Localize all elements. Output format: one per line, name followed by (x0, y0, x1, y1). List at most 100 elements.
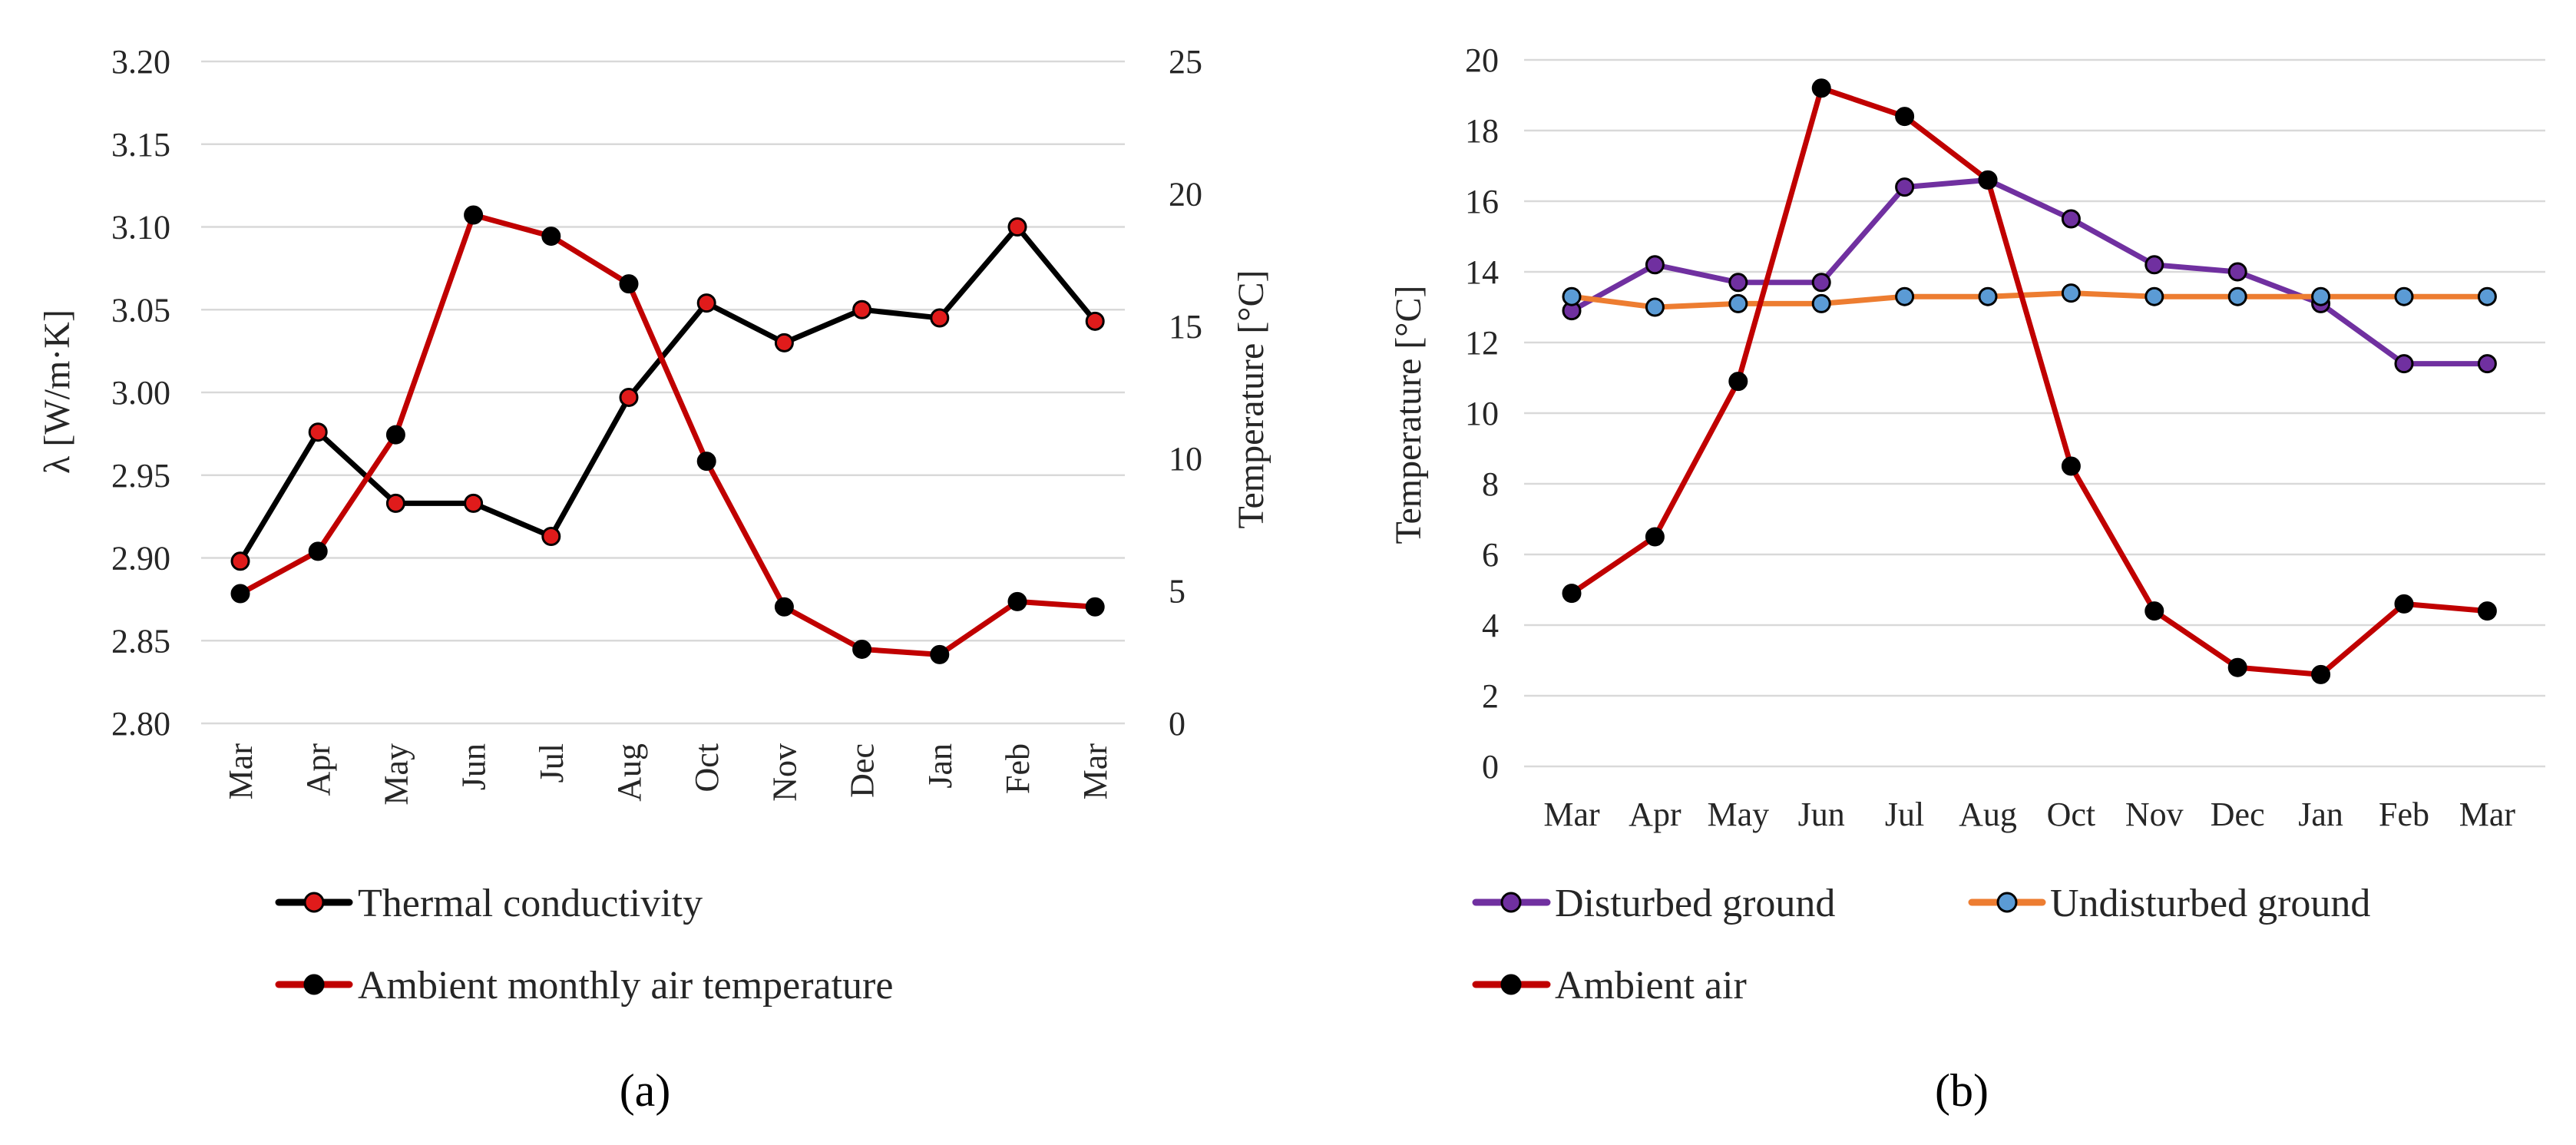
data-point (1007, 591, 1027, 611)
y-tick-label: 4 (1482, 607, 1499, 644)
data-point (1728, 273, 1748, 293)
legend-label: Undisturbed ground (2050, 882, 2370, 925)
right-tick-label: 10 (1169, 440, 1202, 478)
data-point (1645, 297, 1665, 317)
left-axis-title-a: λ [W/m·K] (37, 309, 78, 474)
data-point (619, 274, 639, 294)
left-tick-label: 3.20 (111, 43, 170, 81)
x-tick-label: Mar (1076, 743, 1114, 800)
x-tick-label: Mar (222, 743, 260, 800)
data-point (2394, 286, 2414, 306)
x-tick-label: Aug (1959, 796, 2017, 833)
data-point (1978, 170, 1998, 190)
data-point (2227, 286, 2247, 306)
x-tick-label: Jul (1885, 796, 1924, 833)
legend-item-ambient-monthly-air-temperature: Ambient monthly air temperature (275, 964, 893, 1008)
data-point (1645, 527, 1665, 547)
y-tick-label: 6 (1482, 536, 1499, 574)
y-tick-label: 12 (1465, 324, 1499, 362)
data-point (230, 584, 250, 604)
right-tick-label: 5 (1169, 573, 1185, 611)
legend-item-undisturbed-ground: Undisturbed ground (1968, 882, 2370, 925)
gridlines-b (1524, 58, 2545, 768)
data-point (1811, 273, 1831, 293)
left-tick-label: 3.10 (111, 209, 170, 247)
data-point (1811, 293, 1831, 313)
data-point (1085, 597, 1105, 617)
series-path (1569, 85, 2490, 677)
series-path (237, 212, 1098, 657)
x-tick-label: Oct (688, 743, 726, 793)
y-tick-label: 18 (1465, 112, 1499, 150)
data-point (1645, 255, 1665, 275)
data-point (1895, 107, 1915, 127)
series-b (1562, 78, 2497, 684)
y-tick-label: 2 (1482, 677, 1499, 715)
right-tick-label: 0 (1169, 705, 1185, 743)
x-tick-label: May (1707, 796, 1769, 833)
legend-swatch-marker (1500, 892, 1522, 913)
data-point (2227, 657, 2247, 677)
x-axis-ticks-b: Mar Apr May Jun Jul Aug Oct Nov Dec Jan Feb Mar (1543, 796, 2515, 833)
data-point (852, 639, 872, 659)
left-tick-label: 3.15 (111, 126, 170, 164)
legend-swatch-marker (303, 892, 325, 913)
data-point (2477, 286, 2497, 306)
data-point (2227, 262, 2247, 282)
x-tick-label: Jan (2298, 796, 2343, 833)
data-point (2394, 354, 2414, 374)
data-point (1728, 372, 1748, 392)
data-point (230, 551, 250, 571)
data-point (1728, 293, 1748, 313)
x-tick-label: Jul (533, 743, 570, 783)
y-axis-ticks-b: 0 2 4 6 8 10 12 14 16 18 20 (1465, 41, 1499, 786)
data-point (2061, 456, 2081, 476)
legend-swatch-marker (1500, 974, 1522, 995)
x-tick-label: Jan (921, 743, 959, 789)
left-tick-label: 2.80 (111, 705, 170, 743)
legend-label: Ambient air (1555, 964, 1747, 1008)
data-point (385, 425, 405, 445)
panel-label-a: (a) (620, 1065, 671, 1116)
data-point (2061, 209, 2081, 229)
data-point (1085, 311, 1105, 331)
right-tick-label: 15 (1169, 308, 1202, 346)
x-tick-label: Mar (1543, 796, 1600, 833)
data-point (464, 493, 484, 513)
legend-swatch-marker (1996, 892, 2018, 913)
data-point (930, 644, 950, 664)
x-tick-label: Aug (610, 743, 648, 802)
data-point (1895, 177, 1915, 197)
legend-b: Disturbed ground Undisturbed ground Ambi… (1472, 882, 2370, 1008)
data-point (2061, 283, 2081, 303)
data-point (2144, 286, 2164, 306)
legend-item-ambient-air: Ambient air (1472, 964, 1747, 1008)
left-tick-label: 3.00 (111, 374, 170, 412)
x-tick-label: Jun (455, 743, 493, 790)
data-point (2144, 601, 2164, 621)
data-point (1562, 584, 1582, 604)
legend-item-disturbed-ground: Disturbed ground (1472, 882, 1835, 925)
data-point (1562, 286, 1582, 306)
x-tick-label: Apr (299, 743, 337, 796)
data-point (308, 541, 328, 561)
series-line-0 (230, 217, 1105, 571)
y-tick-label: 8 (1482, 465, 1499, 503)
data-point (2144, 255, 2164, 275)
x-tick-label: Dec (844, 743, 881, 798)
chart-panel-b: 0 2 4 6 8 10 12 14 16 18 20 Mar Apr May Jun Jul Aug Oct N… (1388, 41, 2545, 1116)
x-tick-label: Nov (2125, 796, 2184, 833)
data-point (930, 308, 950, 328)
legend-item-thermal-conductivity: Thermal conductivity (275, 882, 703, 925)
data-point (619, 387, 639, 407)
data-point (696, 452, 716, 472)
left-tick-label: 2.95 (111, 457, 170, 495)
data-point (1895, 286, 1915, 306)
y-axis-title-b: Temperature [°C] (1388, 285, 1429, 544)
series-line-1 (1562, 283, 2497, 317)
x-tick-label: Apr (1629, 796, 1682, 833)
right-tick-label: 20 (1169, 175, 1202, 213)
x-tick-label: Dec (2211, 796, 2265, 833)
x-tick-label: May (377, 743, 415, 806)
